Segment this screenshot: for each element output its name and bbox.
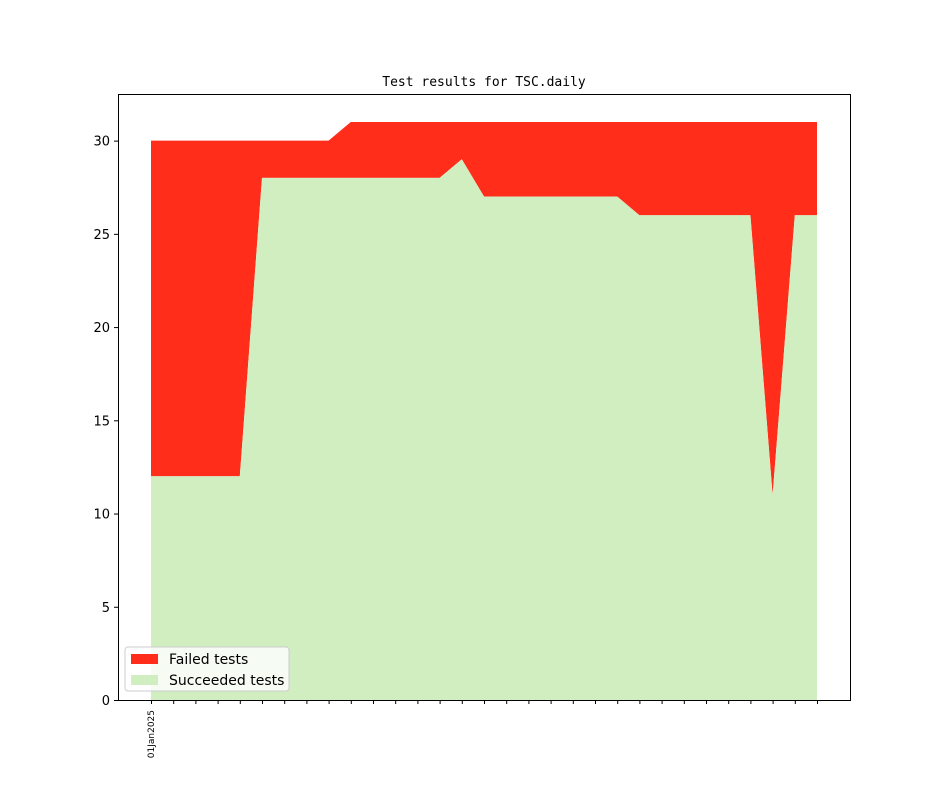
- y-tick-label: 0: [102, 694, 110, 709]
- legend-box: [124, 646, 290, 692]
- y-tick-label: 25: [93, 228, 110, 243]
- y-tick-label: 5: [102, 601, 110, 616]
- y-tick-label: 30: [93, 135, 110, 150]
- series-area-succeeded-tests: [151, 159, 817, 700]
- legend: Failed tests Succeeded tests: [124, 646, 290, 692]
- y-tick-label: 20: [93, 321, 110, 336]
- legend-swatch-succeeded: [131, 675, 158, 685]
- y-axis: 0 5 10 15 20 25 30: [93, 135, 118, 709]
- legend-swatch-failed: [131, 654, 158, 664]
- x-axis: 01Jan2025: [147, 700, 818, 758]
- legend-label-failed: Failed tests: [169, 652, 248, 668]
- y-tick-label: 15: [93, 414, 110, 429]
- y-tick-label: 10: [93, 508, 110, 523]
- legend-label-succeeded: Succeeded tests: [169, 673, 284, 689]
- chart-title: Test results for TSC.daily: [382, 75, 586, 90]
- plot-area: [151, 121, 817, 700]
- x-tick-label: 01Jan2025: [147, 710, 157, 758]
